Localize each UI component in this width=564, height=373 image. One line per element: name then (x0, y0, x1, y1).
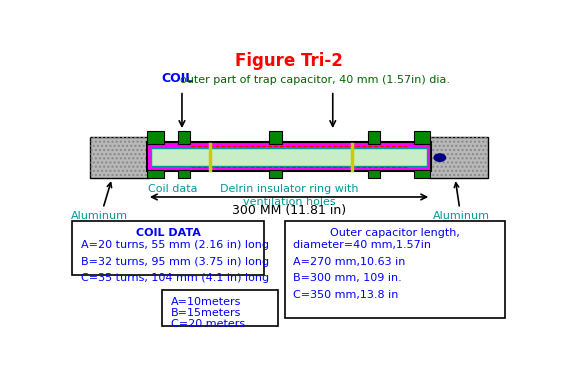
Bar (151, 148, 427, 166)
Bar (429, 137, 488, 178)
Bar (147, 170, 164, 178)
Bar (368, 131, 380, 144)
Text: diameter=40 mm,1.57in: diameter=40 mm,1.57in (293, 240, 431, 250)
Bar (90, 137, 149, 178)
Text: COIL: COIL (161, 72, 193, 85)
Bar (413, 131, 430, 144)
Bar (270, 170, 281, 178)
Circle shape (434, 154, 446, 162)
FancyBboxPatch shape (285, 222, 505, 318)
Text: Aluminum
element: Aluminum element (433, 183, 490, 233)
FancyBboxPatch shape (162, 290, 278, 326)
Text: C=35 turns, 104 mm (4.1 in) long: C=35 turns, 104 mm (4.1 in) long (81, 273, 268, 283)
Text: Outer capacitor length,: Outer capacitor length, (330, 228, 460, 238)
Text: C=20 meters: C=20 meters (171, 319, 245, 329)
Text: A=10meters: A=10meters (171, 297, 241, 307)
Text: Delrin insulator ring with
ventilation holes: Delrin insulator ring with ventilation h… (220, 184, 358, 207)
Text: outer part of trap capacitor, 40 mm (1.57in) dia.: outer part of trap capacitor, 40 mm (1.5… (180, 75, 450, 85)
Text: Aluminum
element: Aluminum element (70, 183, 127, 233)
Bar (90, 137, 149, 178)
Text: B=15meters: B=15meters (171, 308, 241, 318)
Text: Figure Tri-2: Figure Tri-2 (235, 52, 343, 70)
Bar (270, 131, 281, 144)
Text: B=32 turns, 95 mm (3.75 in) long: B=32 turns, 95 mm (3.75 in) long (81, 257, 268, 267)
Bar (147, 131, 164, 144)
Text: 300 MM (11.81 in): 300 MM (11.81 in) (232, 204, 346, 217)
Bar (147, 142, 431, 171)
FancyBboxPatch shape (72, 222, 264, 275)
Bar (178, 170, 190, 178)
Bar (178, 131, 190, 144)
Text: C=350 mm,13.8 in: C=350 mm,13.8 in (293, 290, 399, 300)
Text: A=20 turns, 55 mm (2.16 in) long: A=20 turns, 55 mm (2.16 in) long (81, 240, 268, 250)
Text: A=270 mm,10.63 in: A=270 mm,10.63 in (293, 257, 406, 267)
Text: Coil data: Coil data (148, 184, 198, 194)
Text: COIL DATA: COIL DATA (135, 228, 200, 238)
Bar (368, 170, 380, 178)
Text: B=300 mm, 109 in.: B=300 mm, 109 in. (293, 273, 402, 283)
Bar (429, 137, 488, 178)
Bar (413, 170, 430, 178)
